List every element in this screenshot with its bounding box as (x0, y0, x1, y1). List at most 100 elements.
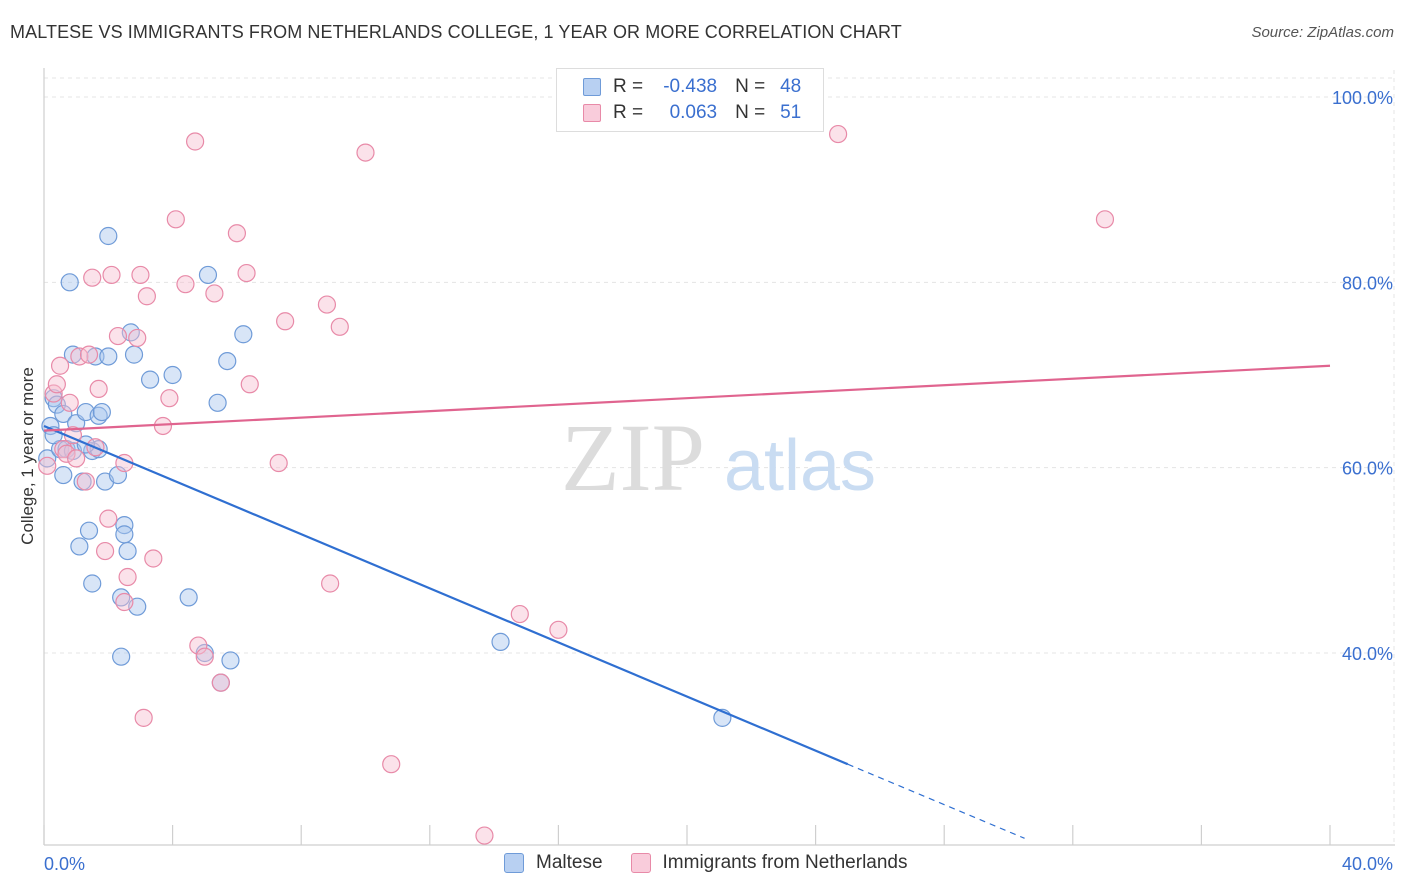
netherlands-point (83, 268, 102, 287)
netherlands-swatch (583, 104, 601, 122)
y-axis-label: College, 1 year or more (18, 367, 37, 545)
netherlands-point (317, 295, 337, 314)
maltese-point (54, 404, 73, 424)
x-tick-label: 40.0% (1342, 854, 1393, 874)
maltese-point (115, 516, 134, 535)
netherlands-point (79, 345, 99, 364)
netherlands-point (67, 449, 86, 468)
maltese-point (60, 273, 79, 292)
legend-row-netherlands: R = 0.063 N = 51 (583, 101, 801, 125)
n-label: N = (735, 102, 766, 123)
y-tick-label: 60.0% (1342, 459, 1393, 479)
netherlands-point (189, 636, 208, 655)
netherlands-point (160, 389, 179, 408)
r-value: 0.063 (669, 102, 718, 123)
netherlands-point (382, 755, 401, 774)
netherlands-point (89, 379, 108, 398)
r-value: -0.438 (663, 76, 718, 97)
source-label: Source: ZipAtlas.com (1251, 24, 1394, 41)
maltese-legend-swatch (504, 853, 524, 873)
maltese-point (115, 525, 134, 544)
axes (43, 68, 1395, 846)
y-tick-label: 40.0% (1342, 644, 1393, 664)
netherlands-point (176, 275, 195, 294)
netherlands-point (144, 549, 163, 568)
maltese-point (163, 365, 182, 385)
maltese-trend-extension (847, 763, 1025, 839)
series-legend: Maltese Immigrants from Netherlands (504, 852, 936, 874)
legend-item-netherlands: Immigrants from Netherlands (630, 852, 908, 874)
n-label: N = (735, 76, 766, 97)
maltese-point (92, 402, 111, 422)
netherlands-point (50, 356, 70, 375)
maltese-point (63, 345, 83, 364)
maltese-point (54, 465, 73, 485)
netherlands-point (475, 826, 494, 845)
maltese-point (99, 347, 118, 366)
netherlands-point (227, 224, 246, 243)
maltese-point (86, 347, 105, 366)
y-tick-label: 100.0% (1332, 88, 1393, 108)
netherlands-point (128, 328, 147, 348)
r-label: R = (613, 76, 644, 97)
netherlands-point (237, 263, 256, 283)
netherlands-point (205, 284, 224, 303)
netherlands-point (549, 620, 568, 639)
netherlands-point (47, 375, 66, 394)
netherlands-point (321, 574, 340, 593)
maltese-point (79, 521, 99, 540)
chart-title: MALTESE VS IMMIGRANTS FROM NETHERLANDS C… (10, 22, 902, 42)
netherlands-point (356, 143, 375, 162)
netherlands-point (95, 541, 115, 561)
netherlands-trend-line (43, 364, 1331, 432)
netherlands-point (195, 647, 214, 666)
maltese-point (198, 265, 218, 285)
netherlands-point (211, 673, 230, 692)
netherlands-point (108, 326, 128, 346)
n-value: 48 (780, 76, 802, 97)
netherlands-legend-swatch (630, 853, 651, 873)
maltese-point (112, 647, 131, 666)
netherlands-point (330, 317, 349, 336)
netherlands-point (137, 287, 156, 306)
trend-lines (43, 364, 1331, 839)
maltese-point (491, 632, 510, 651)
maltese-point (99, 226, 118, 246)
maltese-point (38, 449, 57, 468)
n-value: 51 (780, 102, 802, 123)
maltese-point (83, 574, 102, 593)
netherlands-legend-label: Immigrants from Netherlands (662, 852, 908, 873)
netherlands-point (240, 375, 259, 394)
watermark: ZIP atlas (561, 404, 876, 511)
maltese-point (70, 537, 89, 556)
netherlands-point (1095, 210, 1115, 229)
netherlands-point (131, 265, 150, 285)
netherlands-point (99, 509, 118, 528)
netherlands-point (186, 132, 205, 151)
netherlands-point (115, 592, 134, 612)
legend-item-maltese: Maltese (504, 852, 603, 874)
netherlands-point (38, 456, 57, 475)
netherlands-point (60, 393, 79, 412)
netherlands-point (269, 453, 288, 473)
maltese-point (118, 541, 137, 561)
maltese-point (221, 651, 240, 670)
maltese-swatch (583, 78, 601, 96)
maltese-point (208, 393, 227, 412)
legend-row-maltese: R = -0.438 N = 48 (583, 75, 801, 99)
r-label: R = (613, 102, 644, 123)
netherlands-point (57, 444, 76, 463)
maltese-point (218, 352, 237, 371)
watermark-zip: ZIP (561, 404, 705, 511)
x-tick-label: 0.0% (44, 854, 85, 874)
netherlands-point (102, 265, 121, 285)
netherlands-point (118, 567, 137, 587)
maltese-point (124, 345, 144, 364)
maltese-point (179, 588, 198, 607)
netherlands-point (276, 312, 295, 331)
correlation-legend: R = -0.438 N = 48 R = 0.063 N = 51 (556, 68, 824, 132)
netherlands-point (166, 210, 185, 229)
y-tick-label: 80.0% (1342, 273, 1393, 293)
maltese-trend-line (43, 424, 849, 766)
